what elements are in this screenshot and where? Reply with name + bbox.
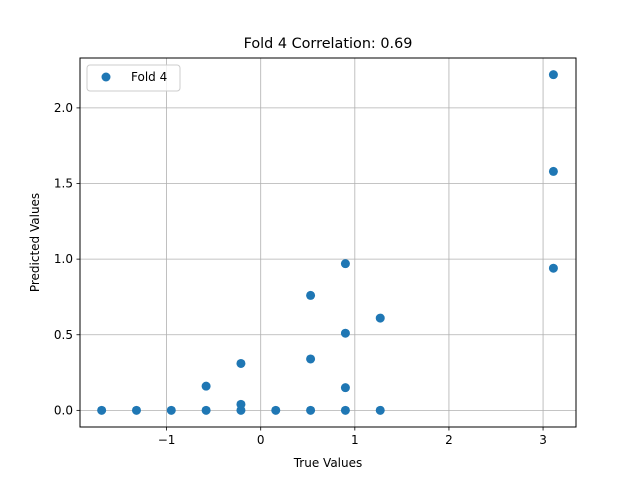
y-tick-label: 2.0: [54, 101, 73, 115]
x-tick-label: 3: [539, 433, 547, 447]
y-tick-label: 1.0: [54, 252, 73, 266]
x-axis-label: True Values: [293, 456, 363, 470]
y-tick-label: 0.5: [54, 328, 73, 342]
scatter-point: [375, 313, 385, 323]
scatter-point: [97, 405, 107, 415]
scatter-point: [548, 70, 558, 80]
x-tick-label: −1: [158, 433, 176, 447]
scatter-point: [236, 399, 246, 409]
x-tick-label: 2: [445, 433, 453, 447]
data-points: [97, 70, 558, 415]
scatter-point: [548, 263, 558, 273]
scatter-point: [306, 354, 316, 364]
scatter-point: [340, 383, 350, 393]
scatter-point: [340, 328, 350, 338]
scatter-point: [306, 405, 316, 415]
scatter-point: [166, 405, 176, 415]
scatter-point: [271, 405, 281, 415]
scatter-point: [236, 358, 246, 368]
y-tick-label: 1.5: [54, 177, 73, 191]
x-tick-label: 0: [257, 433, 265, 447]
scatter-point: [548, 166, 558, 176]
grid-lines: [80, 58, 576, 427]
scatter-point: [340, 405, 350, 415]
scatter-point: [340, 259, 350, 269]
legend-label: Fold 4: [131, 70, 167, 84]
scatter-point: [375, 405, 385, 415]
legend-box: [86, 64, 181, 92]
y-tick-label: 0.0: [54, 403, 73, 417]
scatter-point: [306, 290, 316, 300]
legend: Fold 4: [86, 64, 181, 92]
x-tick-label: 1: [351, 433, 359, 447]
scatter-point: [131, 405, 141, 415]
scatter-point: [201, 405, 211, 415]
legend-marker: [101, 72, 111, 82]
plot-frame: [79, 57, 577, 428]
chart-title: Fold 4 Correlation: 0.69: [244, 36, 413, 52]
y-axis-label: Predicted Values: [28, 193, 42, 292]
y-axis-ticks: 0.0 0.5 1.0 1.5 2.0: [54, 101, 80, 417]
x-axis-ticks: −1 0 1 2 3: [158, 427, 547, 447]
scatter-point: [201, 381, 211, 391]
